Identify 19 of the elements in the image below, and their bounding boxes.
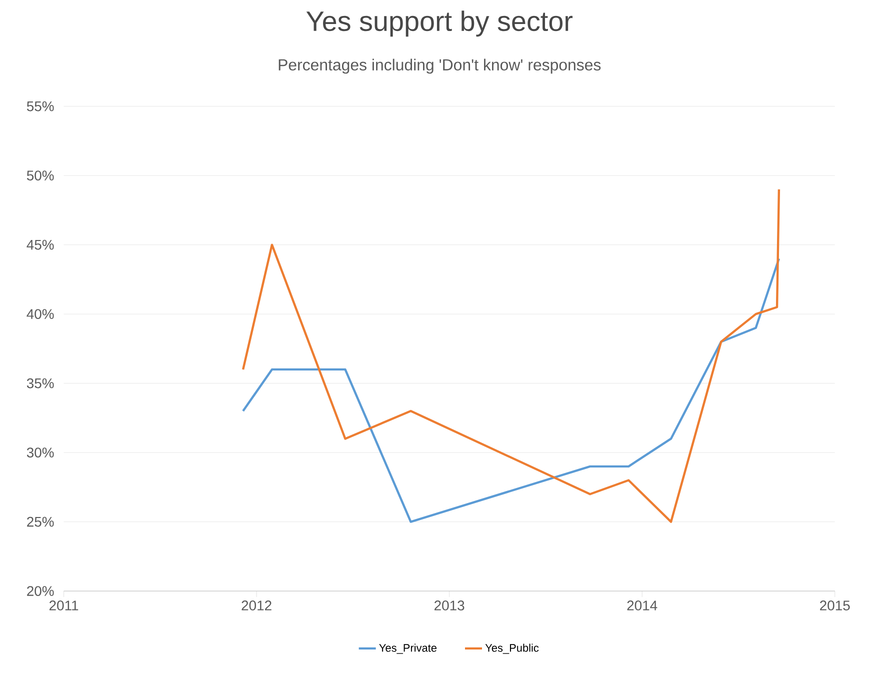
y-tick-label: 30%: [26, 448, 54, 458]
y-tick-label: 45%: [26, 240, 54, 250]
line-series: [242, 258, 780, 523]
y-tick-label: 40%: [26, 309, 54, 320]
x-tick-label: 2014: [627, 600, 658, 610]
chart-subtitle: Percentages including 'Don't know' responses: [278, 58, 601, 74]
y-tick-label: 20%: [27, 586, 54, 596]
legend-label: Yes_Public: [485, 644, 539, 654]
x-tick-label: 2011: [49, 600, 78, 610]
x-tick-label: 2013: [434, 600, 464, 610]
chart-title: Yes support by sector: [306, 10, 573, 37]
legend-label: Yes_Private: [379, 644, 437, 654]
line-series: [242, 188, 780, 523]
y-tick-label: 55%: [26, 101, 54, 112]
x-tick-label: 2015: [820, 600, 850, 610]
y-tick-label: 50%: [26, 170, 54, 181]
y-tick-label: 35%: [26, 378, 54, 388]
y-tick-label: 25%: [27, 516, 54, 527]
x-tick-label: 2012: [242, 600, 272, 610]
